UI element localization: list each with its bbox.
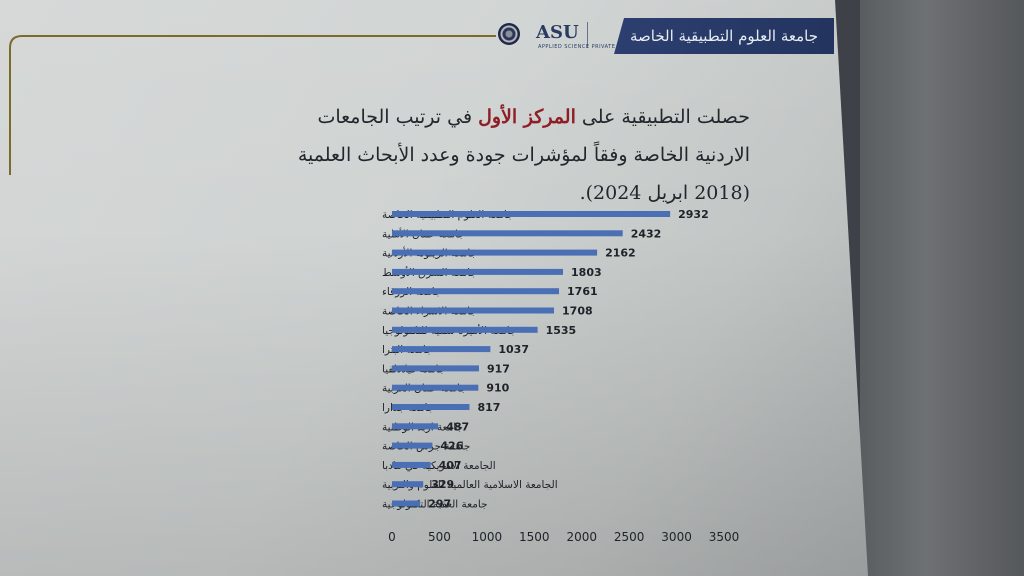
bar [392, 307, 555, 314]
bar [392, 423, 439, 430]
page-heading: حصلت التطبيقية على المركز الأول في ترتيب… [260, 98, 750, 212]
value-label: 2932 [678, 208, 709, 221]
bar [392, 500, 421, 507]
value-label: 426 [440, 440, 463, 453]
value-label: 1803 [571, 266, 602, 279]
value-label: 817 [477, 401, 500, 414]
bar [392, 365, 479, 372]
value-label: 1761 [567, 285, 598, 298]
university-name-banner: جامعة العلوم التطبيقية الخاصة [614, 18, 834, 54]
value-label: 2162 [605, 247, 636, 260]
ranking-bar-chart: جامعة العلوم التطبيقية الخاصة2932جامعة ع… [382, 208, 740, 544]
bar [392, 384, 479, 391]
x-tick-label: 1500 [519, 530, 550, 544]
value-label: 1708 [562, 305, 593, 318]
value-label: 1535 [546, 324, 577, 337]
x-tick-label: 2500 [614, 530, 645, 544]
asu-logo-subtitle: APPLIED SCIENCE PRIVATE UNIVERSITY [538, 44, 653, 50]
x-tick-label: 2000 [566, 530, 597, 544]
category-label: الجامعة الاسلامية العالمية للعلوم والترب… [382, 479, 558, 491]
bar [392, 288, 560, 295]
value-label: 2432 [631, 227, 662, 240]
bar [392, 230, 623, 237]
heading-highlight: المركز الأول [478, 106, 576, 128]
x-tick-label: 1000 [472, 530, 503, 544]
bar [392, 249, 598, 256]
value-label: 297 [428, 498, 451, 511]
x-tick-label: 3000 [661, 530, 692, 544]
asu-logo: ASU [536, 22, 588, 48]
value-label: 1037 [498, 343, 529, 356]
heading-text-part2: في ترتيب الجامعات الاردنية الخاصة وفقاً … [297, 106, 750, 204]
value-label: 329 [431, 478, 454, 491]
bar [392, 346, 491, 353]
bar [392, 461, 431, 468]
bar [392, 211, 671, 217]
value-label: 917 [487, 362, 510, 375]
background-desk [860, 0, 1024, 576]
value-label: 407 [439, 459, 462, 472]
x-tick-label: 500 [428, 530, 451, 544]
bar [392, 404, 470, 410]
bar [392, 268, 564, 275]
heading-text-part1: حصلت التطبيقية على [575, 106, 750, 128]
university-seal-icon [498, 23, 520, 45]
bar [392, 442, 433, 449]
x-tick-label: 3500 [709, 530, 740, 544]
value-label: 487 [446, 420, 469, 433]
x-tick-label: 0 [388, 530, 396, 544]
value-label: 910 [486, 382, 509, 395]
bar [392, 481, 424, 488]
bar [392, 326, 538, 333]
